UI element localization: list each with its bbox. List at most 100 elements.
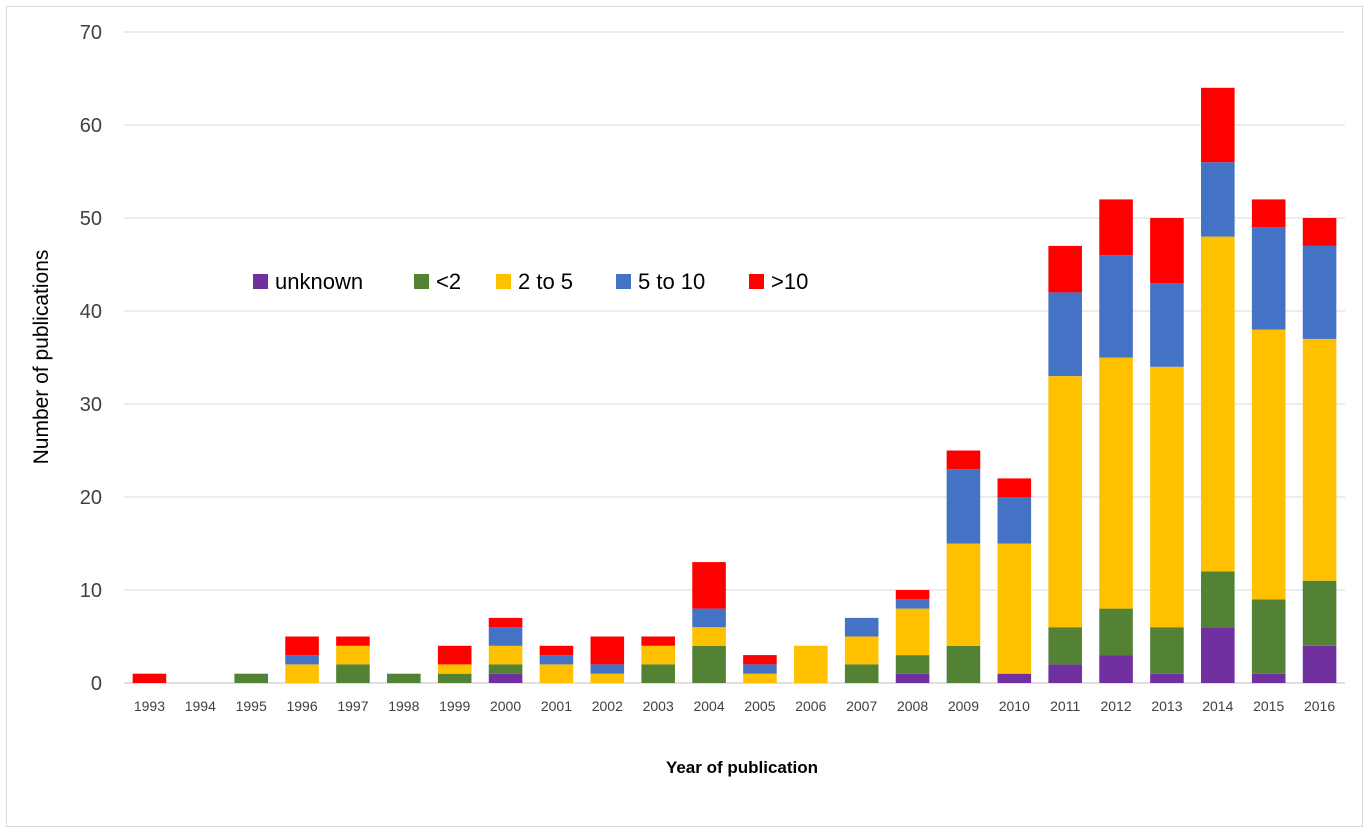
- y-axis-ticks: 0 10 20 30 40 50 60 70: [80, 22, 102, 695]
- bar-segment: [1150, 218, 1184, 284]
- y-tick-label: 70: [80, 22, 102, 44]
- bar-segment: [387, 673, 421, 683]
- chart-frame: [6, 6, 1363, 827]
- y-axis-label: Number of publications: [30, 250, 53, 465]
- x-tick-label: 2012: [1100, 698, 1131, 714]
- bar-segment: [895, 590, 930, 600]
- x-tick-label: 2011: [1050, 698, 1080, 714]
- x-tick-label: 2004: [693, 698, 724, 714]
- x-tick-label: 2002: [592, 698, 623, 714]
- legend-label: 2 to 5: [518, 269, 573, 294]
- legend-swatch: [616, 274, 631, 289]
- x-tick-label: 2000: [490, 698, 521, 714]
- bar-segment: [895, 673, 930, 683]
- x-tick-label: 1997: [337, 698, 368, 714]
- bar-segment: [1251, 599, 1286, 674]
- bar-segment: [1251, 329, 1286, 600]
- bar-segment: [1099, 608, 1133, 656]
- bar-segment: [590, 664, 625, 674]
- x-tick-label: 2001: [541, 698, 572, 714]
- bar-segment: [1150, 627, 1184, 674]
- bar-segment: [1201, 627, 1235, 683]
- legend-swatch: [253, 274, 268, 289]
- bar-segment: [844, 636, 879, 665]
- bar-segment: [997, 673, 1032, 683]
- bar-segment: [1201, 162, 1235, 237]
- bar-segment: [1201, 87, 1235, 163]
- bar-segment: [1251, 227, 1286, 330]
- x-tick-label: 1993: [134, 698, 165, 714]
- bar-segment: [946, 469, 981, 544]
- x-tick-label: 2013: [1151, 698, 1182, 714]
- x-tick-label: 2009: [948, 698, 979, 714]
- x-tick-label: 2005: [744, 698, 775, 714]
- bar-segment: [1048, 245, 1082, 293]
- bar-segment: [743, 655, 777, 665]
- bar-segment: [336, 636, 370, 646]
- x-tick-label: 1996: [286, 698, 317, 714]
- y-tick-label: 20: [80, 487, 102, 509]
- bar-segment: [794, 645, 828, 683]
- y-tick-label: 0: [91, 673, 102, 695]
- legend-label: >10: [771, 269, 808, 294]
- x-tick-label: 2010: [999, 698, 1030, 714]
- bar-segment: [997, 478, 1032, 497]
- bar-segment: [692, 562, 726, 609]
- x-tick-label: 2016: [1304, 698, 1335, 714]
- bar-segment: [132, 673, 167, 683]
- legend-swatch: [414, 274, 429, 289]
- x-tick-label: 1995: [236, 698, 267, 714]
- bar-segment: [1048, 292, 1082, 377]
- y-tick-label: 10: [80, 580, 102, 602]
- bar-segment: [1099, 655, 1133, 683]
- bar-segment: [641, 636, 675, 646]
- legend-swatch: [496, 274, 511, 289]
- legend-label: <2: [436, 269, 461, 294]
- bar-segment: [1201, 236, 1235, 572]
- bar-segment: [1048, 627, 1082, 665]
- bar-segment: [539, 645, 574, 656]
- bar-segment: [336, 664, 370, 683]
- bar-segment: [437, 673, 472, 683]
- x-tick-label: 2007: [846, 698, 877, 714]
- bar-segment: [1302, 338, 1337, 581]
- bars: [132, 87, 1337, 683]
- legend-label: unknown: [275, 269, 363, 294]
- bar-segment: [488, 673, 523, 683]
- bar-segment: [488, 627, 523, 646]
- bar-segment: [336, 645, 370, 665]
- bar-segment: [895, 655, 930, 674]
- bar-segment: [590, 673, 625, 683]
- bar-segment: [743, 673, 777, 683]
- y-tick-label: 50: [80, 208, 102, 230]
- bar-segment: [895, 599, 930, 609]
- x-tick-label: 2006: [795, 698, 826, 714]
- bar-segment: [946, 645, 981, 683]
- bar-segment: [1201, 571, 1235, 628]
- x-tick-label: 1994: [185, 698, 216, 714]
- bar-segment: [285, 655, 319, 665]
- bar-segment: [1251, 199, 1286, 228]
- bar-segment: [488, 645, 523, 665]
- y-tick-label: 40: [80, 301, 102, 323]
- bar-segment: [539, 655, 574, 665]
- bar-segment: [946, 450, 981, 470]
- x-axis-ticks: 1993 1994 1995 1996 1997 1998 1999 2000 2001 2002…: [134, 698, 1335, 714]
- bar-segment: [234, 673, 268, 683]
- x-tick-label: 2008: [897, 698, 928, 714]
- bar-segment: [692, 627, 726, 646]
- bar-segment: [1048, 376, 1082, 628]
- bar-segment: [844, 617, 879, 637]
- bar-segment: [1099, 357, 1133, 609]
- bar-segment: [1150, 673, 1184, 683]
- bar-segment: [1099, 199, 1133, 256]
- x-axis-label: Year of publication: [666, 758, 818, 777]
- bar-segment: [1048, 664, 1082, 683]
- bar-segment: [437, 645, 472, 665]
- y-tick-label: 30: [80, 394, 102, 416]
- bar-segment: [1150, 283, 1184, 367]
- y-tick-label: 60: [80, 115, 102, 137]
- bar-segment: [539, 664, 574, 683]
- legend-swatch: [749, 274, 764, 289]
